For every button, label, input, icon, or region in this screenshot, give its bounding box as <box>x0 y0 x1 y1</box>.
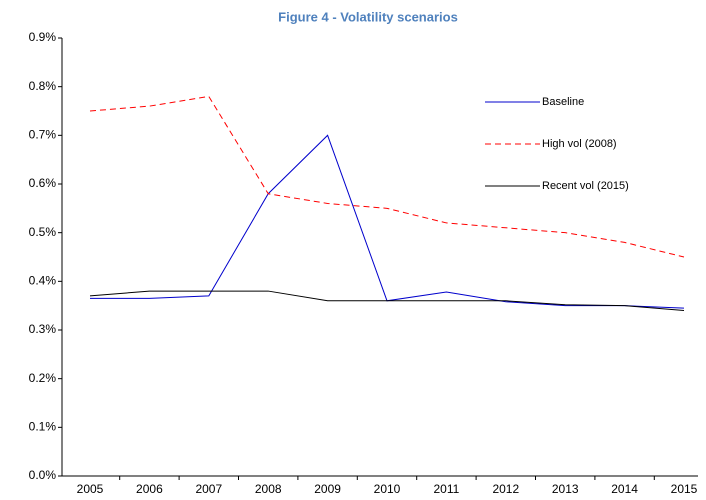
y-tick-label: 0.0% <box>29 468 57 482</box>
legend-label: Recent vol (2015) <box>542 180 629 192</box>
x-tick-label: 2007 <box>195 482 222 496</box>
y-tick-label: 0.9% <box>29 30 57 44</box>
x-tick-label: 2013 <box>552 482 579 496</box>
y-tick-label: 0.7% <box>29 128 57 142</box>
x-tick-label: 2009 <box>314 482 341 496</box>
y-tick-label: 0.2% <box>29 371 57 385</box>
y-tick-label: 0.4% <box>29 274 57 288</box>
x-tick-label: 2015 <box>671 482 698 496</box>
x-tick-label: 2011 <box>433 482 459 496</box>
series-line <box>89 95 685 258</box>
x-tick-label: 2014 <box>611 482 638 496</box>
series-line <box>90 134 685 309</box>
legend-label: High vol (2008) <box>542 138 617 150</box>
x-tick-label: 2012 <box>492 482 519 496</box>
chart-title: Figure 4 - Volatility scenarios <box>278 9 458 24</box>
y-tick-label: 0.1% <box>29 420 57 434</box>
x-tick-label: 2006 <box>136 482 163 496</box>
y-tick-label: 0.5% <box>29 225 57 239</box>
x-tick-label: 2005 <box>77 482 104 496</box>
x-tick-label: 2010 <box>374 482 401 496</box>
legend-label: Baseline <box>542 96 584 108</box>
y-tick-label: 0.6% <box>29 176 57 190</box>
x-tick-label: 2008 <box>255 482 282 496</box>
series-line <box>89 290 685 312</box>
y-tick-label: 0.8% <box>29 79 57 93</box>
y-tick-label: 0.3% <box>29 322 57 336</box>
